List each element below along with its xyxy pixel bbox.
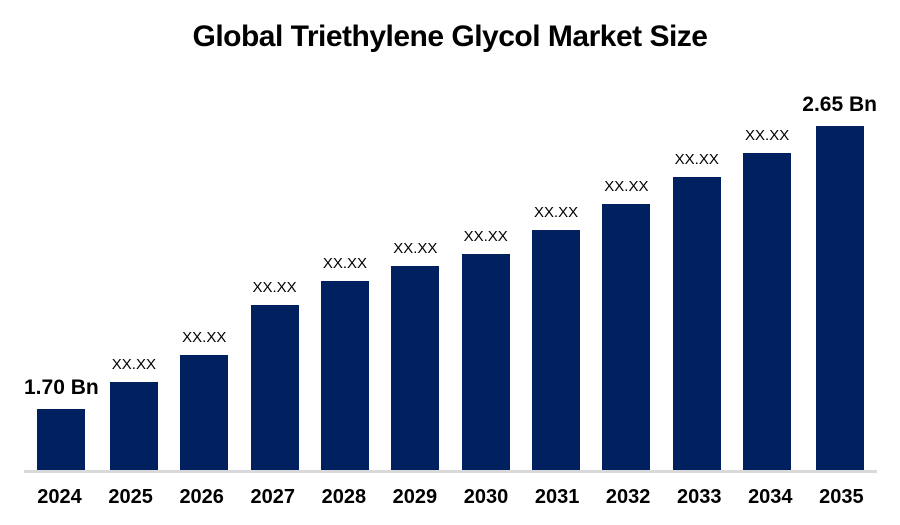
- bar-2035: [815, 126, 864, 470]
- bar-column-2033: XX.XX: [662, 80, 732, 470]
- bar-value-label-2030: XX.XX: [463, 228, 508, 245]
- x-axis-line: [24, 470, 877, 473]
- bar-value-label-2033: XX.XX: [674, 151, 719, 168]
- bar-column-2028: XX.XX: [310, 80, 380, 470]
- bar-column-2024: 1.70 Bn: [24, 80, 99, 470]
- x-tick-2027: 2027: [250, 486, 296, 508]
- bars-row: 1.70 Bn XX.XX XX.XX XX.XX XX.XX XX.XX XX.XX XX.…: [24, 80, 877, 470]
- bar-2025: [109, 382, 158, 470]
- x-tick-2026: 2026: [179, 486, 224, 508]
- bar-2027: [250, 305, 299, 470]
- bar-column-2027: XX.XX: [239, 80, 309, 470]
- x-tick-2029: 2029: [392, 486, 438, 508]
- bar-2024: [37, 409, 86, 470]
- bar-2026: [180, 355, 229, 470]
- bar-column-2031: XX.XX: [521, 80, 591, 470]
- bar-2032: [602, 204, 651, 470]
- chart-title: Global Triethylene Glycol Market Size: [192, 20, 708, 53]
- bar-value-label-2026: XX.XX: [182, 329, 227, 346]
- bar-value-label-2034: XX.XX: [745, 127, 790, 144]
- bar-2028: [320, 281, 369, 470]
- bar-value-label-2031: XX.XX: [533, 204, 579, 221]
- x-tick-2028: 2028: [321, 486, 367, 508]
- bar-2034: [743, 153, 792, 470]
- bar-column-2025: XX.XX: [99, 80, 169, 470]
- bar-column-2030: XX.XX: [451, 80, 521, 470]
- bar-value-label-2029: XX.XX: [393, 240, 438, 257]
- bar-2033: [672, 177, 721, 470]
- bar-value-label-2027: XX.XX: [252, 279, 297, 296]
- x-tick-2031: 2031: [534, 486, 580, 508]
- bar-2031: [532, 230, 581, 470]
- bar-value-label-2025: XX.XX: [111, 356, 156, 373]
- bar-value-label-2032: XX.XX: [604, 178, 649, 195]
- x-tick-2025: 2025: [108, 486, 153, 508]
- x-tick-2032: 2032: [605, 486, 651, 508]
- bar-column-2034: XX.XX: [732, 80, 802, 470]
- x-tick-2035: 2035: [819, 486, 864, 508]
- bar-value-label-2028: XX.XX: [322, 255, 368, 272]
- bar-2029: [391, 266, 440, 470]
- bar-column-2035: 2.65 Bn: [802, 80, 877, 470]
- x-tick-2034: 2034: [748, 486, 793, 508]
- bar-value-label-2035: 2.65 Bn: [802, 93, 877, 116]
- x-tick-2030: 2030: [463, 486, 509, 508]
- x-tick-2024: 2024: [37, 486, 82, 508]
- bar-column-2029: XX.XX: [380, 80, 450, 470]
- bar-column-2032: XX.XX: [591, 80, 661, 470]
- x-tick-2033: 2033: [676, 486, 722, 508]
- bar-2030: [461, 254, 510, 470]
- bar-column-2026: XX.XX: [169, 80, 239, 470]
- x-axis-labels: 2024 2025 2026 2027 2028 2029 2030 2031 2032 2033…: [24, 487, 877, 507]
- bar-value-label-2024: 1.70 Bn: [24, 376, 99, 399]
